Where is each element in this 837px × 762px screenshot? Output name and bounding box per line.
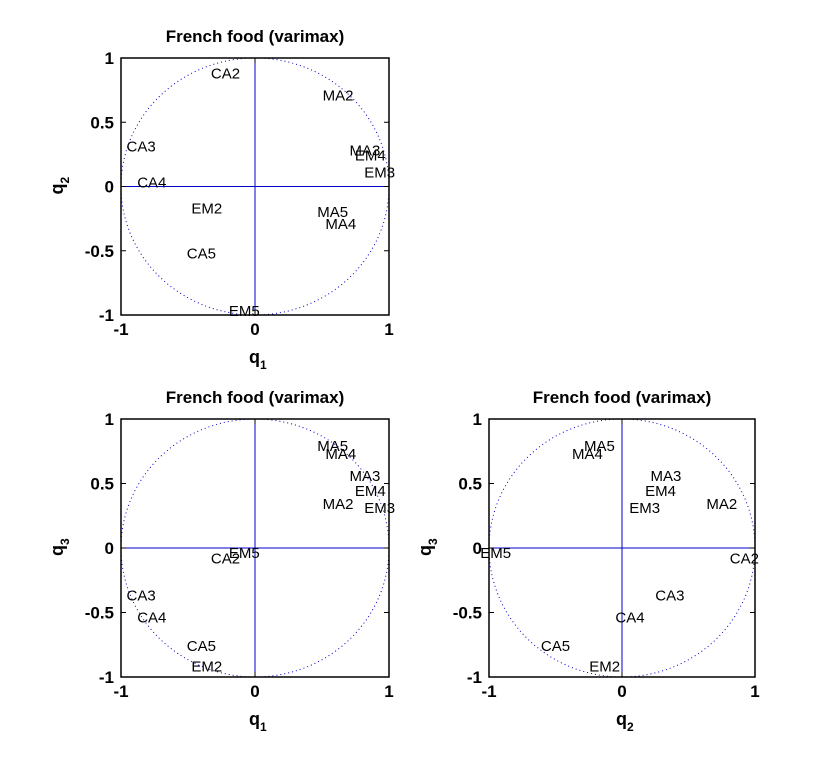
point-label-ma4: MA4	[325, 446, 356, 463]
point-label-ca2: CA2	[211, 550, 240, 567]
chart-panel-2: -1 0 1 1 0.5 0 -0.5 -1 French food (varimax) q1 q3…	[47, 388, 395, 734]
point-label-ca4: CA4	[137, 610, 166, 627]
y-tick-label: 0	[105, 539, 114, 558]
point-label-em3: EM3	[364, 500, 395, 517]
point-label-ma3: MA3	[650, 468, 681, 485]
point-label-ma2: MA2	[706, 496, 737, 513]
y-tick-label: 1	[105, 49, 114, 68]
point-label-ma3: MA3	[349, 468, 380, 485]
x-tick-label: 0	[617, 682, 626, 701]
x-tick-label: 1	[384, 320, 393, 339]
y-tick-label: 1	[105, 410, 114, 429]
y-tick-label: 1	[473, 410, 482, 429]
y-tick-label: -1	[467, 668, 482, 687]
chart-panel-1: -1 0 1 1 0.5 0 -0.5 -1 French food (varimax) q1 q2…	[47, 27, 395, 372]
point-label-ma4: MA4	[325, 216, 356, 233]
y-tick-label: 0	[105, 178, 114, 197]
point-label-ca4: CA4	[615, 610, 644, 627]
chart-panel-3: -1 0 1 1 0.5 0 -0.5 -1 French food (varimax) q2 q3…	[415, 388, 760, 734]
chart-title: French food (varimax)	[166, 27, 345, 46]
point-label-em3: EM3	[364, 164, 395, 181]
point-label-ma5: MA5	[317, 438, 348, 455]
point-label-em5: EM5	[480, 545, 511, 562]
x-tick-label: 0	[250, 320, 259, 339]
point-label-em2: EM2	[191, 200, 222, 217]
point-label-ca3: CA3	[127, 139, 156, 156]
y-tick-label: -0.5	[85, 242, 114, 261]
chart-title: French food (varimax)	[166, 388, 345, 407]
y-tick-label: -0.5	[85, 604, 114, 623]
point-label-em2: EM2	[191, 659, 222, 676]
x-tick-label: 0	[250, 682, 259, 701]
y-tick-label: 0	[473, 539, 482, 558]
y-tick-label: 0.5	[458, 475, 482, 494]
x-axis-label: q2	[616, 709, 634, 734]
y-tick-label: -0.5	[453, 604, 482, 623]
point-label-ca5: CA5	[541, 638, 570, 655]
y-tick-label: -1	[99, 306, 114, 325]
x-axis-label: q1	[249, 347, 267, 372]
x-tick-label: -1	[481, 682, 496, 701]
point-label-em2: EM2	[589, 659, 620, 676]
y-axis-label: q3	[47, 538, 72, 556]
x-tick-label: 1	[384, 682, 393, 701]
y-axis-label: q3	[415, 538, 440, 556]
x-tick-label: -1	[113, 320, 128, 339]
point-label-em4: EM4	[355, 148, 386, 165]
y-axis-label: q2	[47, 177, 72, 195]
point-label-ma5: MA5	[317, 204, 348, 221]
y-tick-label: 0.5	[90, 475, 114, 494]
point-label-ma5: MA5	[584, 438, 615, 455]
point-label-ca2: CA2	[730, 550, 759, 567]
point-label-em4: EM4	[645, 483, 676, 500]
point-label-ca3: CA3	[127, 588, 156, 605]
point-label-em4: EM4	[355, 483, 386, 500]
point-label-ca5: CA5	[187, 638, 216, 655]
point-label-ca5: CA5	[187, 245, 216, 262]
point-label-em5: EM5	[229, 545, 260, 562]
y-tick-label: -1	[99, 668, 114, 687]
point-label-ca4: CA4	[137, 175, 166, 192]
point-label-em5: EM5	[229, 303, 260, 320]
point-label-ca2: CA2	[211, 65, 240, 82]
point-label-ma3: MA3	[349, 143, 380, 160]
point-label-ca3: CA3	[655, 588, 684, 605]
x-tick-label: 1	[750, 682, 759, 701]
point-label-ma4: MA4	[572, 446, 603, 463]
point-label-ma2: MA2	[323, 87, 354, 104]
y-tick-label: 0.5	[90, 113, 114, 132]
point-label-em3: EM3	[629, 500, 660, 517]
point-label-ma2: MA2	[323, 496, 354, 513]
chart-title: French food (varimax)	[533, 388, 712, 407]
x-axis-label: q1	[249, 709, 267, 734]
x-tick-label: -1	[113, 682, 128, 701]
